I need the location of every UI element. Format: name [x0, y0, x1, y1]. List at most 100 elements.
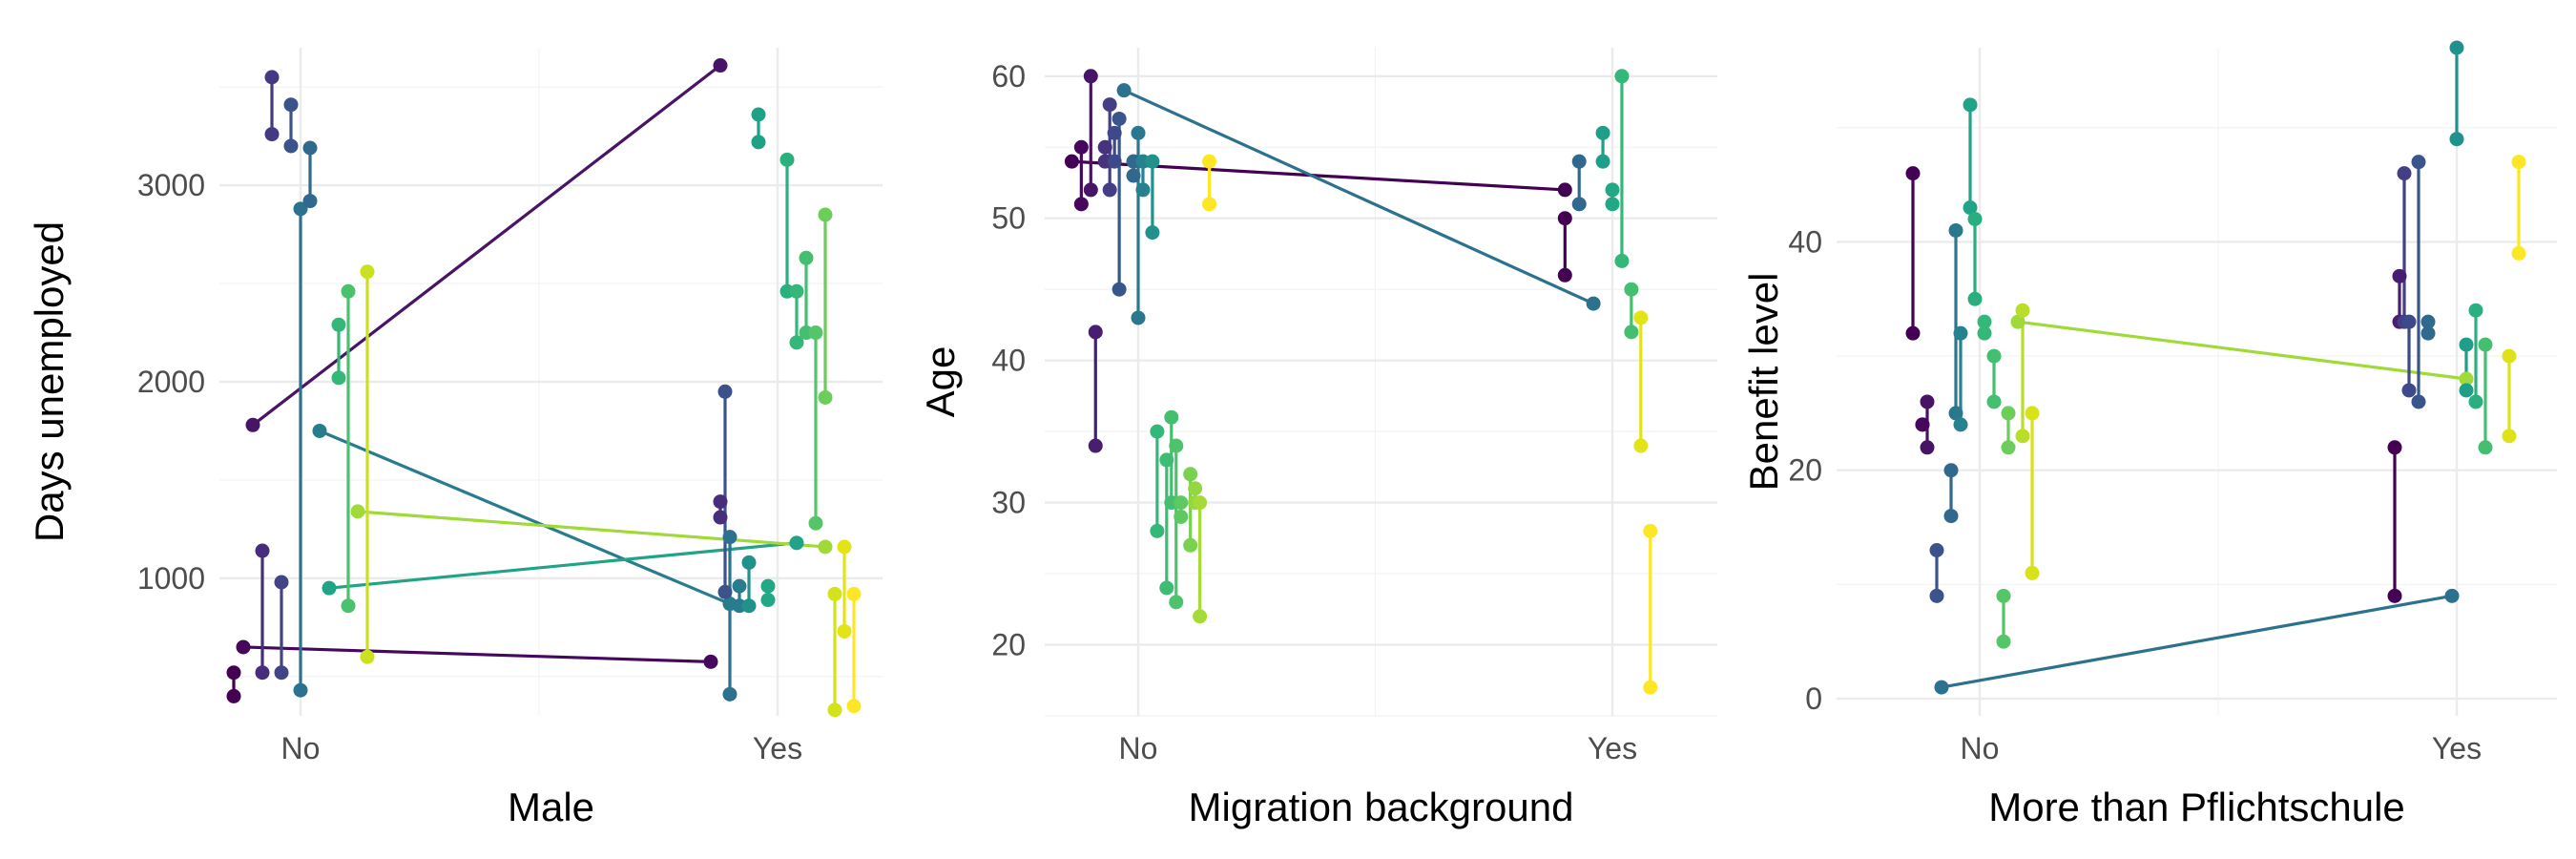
data-point [293, 682, 308, 698]
data-point [1107, 125, 1122, 140]
data-point [789, 535, 804, 551]
data-point [1188, 481, 1203, 496]
y-tick-label: 30 [991, 486, 1026, 520]
y-tick-label: 20 [1788, 453, 1822, 488]
data-point [1633, 310, 1649, 325]
data-point [1624, 282, 1639, 297]
data-point [808, 515, 823, 531]
data-point [331, 317, 346, 332]
data-point [1083, 69, 1098, 84]
data-point [1963, 97, 1978, 113]
data-point [1905, 166, 1921, 181]
data-point [2015, 303, 2030, 318]
data-point [1967, 211, 1983, 226]
data-point [1150, 424, 1165, 439]
data-point [1193, 609, 1208, 624]
data-point [350, 504, 365, 519]
series-lines [232, 64, 856, 710]
data-point [760, 578, 776, 594]
y-tick-label: 3000 [137, 168, 205, 202]
series-points [1064, 69, 1658, 695]
data-point [1073, 197, 1089, 212]
data-point [1943, 463, 1959, 478]
y-tick-label: 50 [991, 201, 1026, 236]
data-point [827, 702, 842, 718]
data-point [255, 543, 270, 558]
data-point [1948, 406, 1963, 421]
data-point [1920, 440, 1935, 455]
data-line [319, 429, 731, 606]
data-point [1996, 588, 2011, 603]
data-point [2444, 588, 2460, 603]
data-line [1941, 594, 2453, 689]
data-point [1943, 509, 1959, 524]
data-line [252, 64, 721, 427]
data-point [274, 575, 289, 590]
data-point [360, 649, 375, 664]
data-line [242, 645, 712, 663]
data-point [760, 593, 776, 608]
data-point [1174, 495, 1189, 511]
data-point [1126, 168, 1141, 183]
x-tick-label: No [281, 731, 321, 765]
data-point [226, 688, 241, 703]
data-point [1557, 182, 1572, 198]
data-point [1107, 154, 1122, 169]
data-point [264, 70, 280, 85]
data-point [1934, 680, 1949, 695]
data-point [2025, 565, 2040, 580]
data-point [1953, 417, 1968, 432]
data-point [1183, 467, 1198, 482]
data-point [2502, 429, 2517, 444]
data-point [751, 107, 766, 122]
data-point [846, 699, 862, 714]
data-point [2411, 394, 2426, 409]
data-point [2397, 166, 2412, 181]
data-point [2420, 325, 2436, 341]
data-point [1088, 438, 1103, 453]
data-point [274, 665, 289, 681]
data-point [341, 283, 356, 299]
data-point [2511, 245, 2526, 261]
data-point [1571, 197, 1587, 212]
data-point [1131, 125, 1146, 140]
data-point [703, 654, 718, 669]
panel-1: 1000 2000 3000 No Yes Male Days unemployed [27, 48, 883, 829]
data-point [245, 417, 260, 432]
data-point [293, 201, 308, 217]
data-point [1915, 417, 1930, 432]
data-point [1064, 154, 1079, 169]
data-point [789, 335, 804, 350]
data-point [1977, 325, 1992, 341]
panel-2: 20 30 40 50 60 No Yes Migration background Age [918, 48, 1717, 829]
x-axis-title: Male [508, 785, 594, 829]
data-point [1102, 182, 1117, 198]
data-point [789, 283, 804, 299]
x-axis-title: More than Pflichtschule [1988, 785, 2405, 829]
data-point [1097, 139, 1112, 155]
data-line [2017, 320, 2467, 381]
data-point [283, 138, 299, 154]
data-point [1633, 438, 1649, 453]
y-axis-title: Age [918, 346, 963, 418]
data-point [1116, 83, 1132, 98]
x-axis-title: Migration background [1189, 785, 1574, 829]
series-points [1905, 40, 2526, 695]
data-point [1905, 325, 1921, 341]
data-point [255, 665, 270, 681]
data-point [2401, 314, 2417, 329]
data-point [1614, 69, 1630, 84]
data-point [722, 686, 737, 702]
x-tick-label: Yes [1588, 731, 1637, 765]
data-point [1614, 253, 1630, 268]
x-tick-label: No [1119, 731, 1158, 765]
data-point [2010, 314, 2025, 329]
y-tick-label: 0 [1805, 681, 1822, 716]
data-point [2001, 406, 2016, 421]
data-point [1159, 580, 1174, 596]
y-tick-label: 40 [991, 344, 1026, 378]
data-point [1145, 154, 1160, 169]
data-point [818, 389, 833, 405]
data-point [1174, 509, 1189, 524]
